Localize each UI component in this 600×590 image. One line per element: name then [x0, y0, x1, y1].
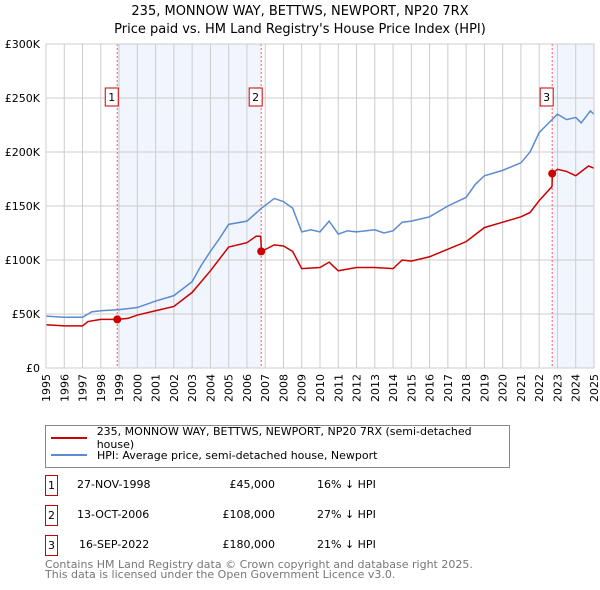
x-tick-label: 1997 [77, 374, 90, 402]
chart-subtitle: Price paid vs. HM Land Registry's House … [114, 22, 486, 37]
x-tick-label: 1996 [58, 374, 71, 402]
x-tick-label: 2023 [551, 374, 564, 402]
sale-row: 1 27-NOV-1998 £45,000 16% ↓ HPI [45, 475, 445, 496]
sale-date: 27-NOV-1998 [77, 478, 151, 491]
x-tick-label: 2021 [515, 374, 528, 402]
x-tick-label: 2003 [186, 374, 199, 402]
footer-copyright: Contains HM Land Registry data © Crown c… [45, 558, 473, 571]
x-tick-label: 1998 [95, 374, 108, 402]
footer: Contains HM Land Registry data © Crown c… [45, 558, 473, 581]
y-tick-label: £300K [5, 38, 41, 51]
x-tick-label: 2004 [204, 374, 217, 402]
sale-label-box [248, 87, 263, 107]
y-tick-label: £150K [5, 200, 41, 213]
chart-plot: 1995 1996 1997 1998 1999 2000 2001 2002 2003 2004… [5, 38, 600, 402]
x-tick-label: 2018 [460, 374, 473, 402]
y-tick-label: £50K [12, 308, 41, 321]
x-tick-label: 2013 [369, 374, 382, 402]
legend-swatch-blue [51, 454, 87, 456]
sale-row: 3 16-SEP-2022 £180,000 21% ↓ HPI [45, 535, 445, 556]
legend-swatch-red [51, 437, 87, 439]
sale-point [257, 247, 266, 256]
sale-date: 13-OCT-2006 [77, 508, 150, 521]
sale-marker-badge: 2 [45, 505, 58, 526]
sale-marker-badge: 3 [45, 535, 58, 556]
y-tick-label: £250K [5, 92, 41, 105]
sale-label: 3 [543, 91, 550, 104]
x-tick-label: 2006 [241, 374, 254, 402]
series-line [45, 165, 595, 327]
x-tick-label: 1999 [113, 374, 126, 402]
sale-date: 16-SEP-2022 [79, 538, 150, 551]
x-tick-label: 2005 [223, 374, 236, 402]
sale-label-box [539, 87, 554, 107]
sale-marker-badge: 1 [45, 475, 58, 496]
legend: 235, MONNOW WAY, BETTWS, NEWPORT, NP20 7… [45, 425, 510, 468]
x-tick-label: 2020 [497, 374, 510, 402]
sale-point [548, 169, 557, 178]
y-tick-label: £100K [5, 254, 41, 267]
sale-price: £45,000 [229, 478, 276, 491]
legend-item-property: 235, MONNOW WAY, BETTWS, NEWPORT, NP20 7… [46, 425, 509, 451]
sale-label-box [104, 87, 119, 107]
x-tick-label: 2015 [405, 374, 418, 402]
sale-hpi-diff: 16% ↓ HPI [317, 478, 376, 491]
series-line [45, 109, 595, 318]
x-tick-label: 2011 [332, 374, 345, 402]
y-tick-label: £0 [26, 362, 40, 375]
sale-label: 1 [108, 91, 115, 104]
legend-label: HPI: Average price, semi-detached house,… [97, 448, 378, 462]
x-tick-label: 2010 [314, 374, 327, 402]
x-tick-label: 2025 [588, 374, 600, 402]
x-tick-label: 2001 [150, 374, 163, 402]
sale-label: 2 [252, 91, 259, 104]
sale-price: £180,000 [222, 538, 276, 551]
x-tick-label: 2024 [570, 374, 583, 402]
x-tick-label: 2002 [168, 374, 181, 402]
sale-hpi-diff: 21% ↓ HPI [317, 538, 376, 551]
x-tick-label: 2008 [277, 374, 290, 402]
x-tick-label: 2000 [131, 374, 144, 402]
x-tick-label: 2014 [387, 374, 400, 402]
x-tick-label: 2019 [478, 374, 491, 402]
legend-label: 235, MONNOW WAY, BETTWS, NEWPORT, NP20 7… [96, 425, 472, 451]
x-tick-label: 2022 [533, 374, 546, 402]
chart-title: 235, MONNOW WAY, BETTWS, NEWPORT, NP20 7… [131, 4, 469, 19]
x-tick-label: 2012 [351, 374, 364, 402]
sale-point [113, 315, 122, 324]
legend-item-hpi: HPI: Average price, semi-detached house,… [46, 447, 377, 463]
y-tick-label: £200K [5, 146, 41, 159]
sale-hpi-diff: 27% ↓ HPI [317, 508, 376, 521]
x-tick-label: 2016 [424, 374, 437, 402]
plot-border [45, 43, 595, 369]
sale-price: £108,000 [222, 508, 276, 521]
x-tick-label: 1995 [40, 374, 53, 402]
footer-licence: This data is licensed under the Open Gov… [45, 568, 396, 581]
x-tick-label: 2007 [259, 374, 272, 402]
sale-row: 2 13-OCT-2006 £108,000 27% ↓ HPI [45, 505, 445, 526]
x-tick-label: 2017 [442, 374, 455, 402]
x-tick-label: 2009 [296, 374, 309, 402]
